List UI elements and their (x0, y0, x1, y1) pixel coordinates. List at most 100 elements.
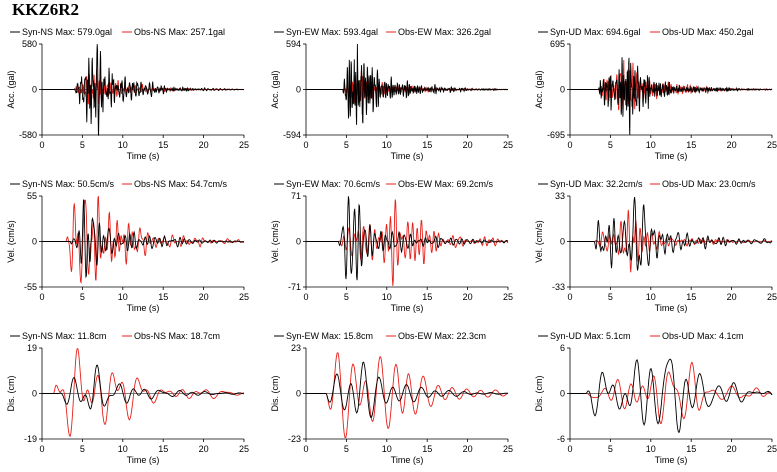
y-tick-label: 695 (550, 39, 565, 49)
y-tick-label: 0 (296, 237, 301, 247)
x-tick-label: 5 (344, 292, 349, 302)
legend-label: Obs-UD Max: 4.1cm (662, 331, 744, 341)
x-axis-label: Time (s) (391, 151, 424, 161)
series-line-syn-ns (42, 199, 245, 279)
x-tick-label: 20 (727, 140, 737, 150)
x-tick-label: 15 (158, 140, 168, 150)
x-tick-label: 20 (727, 444, 737, 454)
series-line-syn-ud (570, 358, 773, 433)
legend-label: Obs-EW Max: 69.2cm/s (398, 179, 494, 189)
x-tick-label: 25 (503, 140, 513, 150)
x-axis-label: Time (s) (655, 455, 688, 465)
y-tick-label: 0 (296, 389, 301, 399)
x-tick-label: 0 (567, 140, 572, 150)
y-tick-label: 0 (560, 85, 565, 95)
x-tick-label: 5 (608, 292, 613, 302)
x-tick-label: 20 (463, 444, 473, 454)
y-axis-label: Vel. (cm/s) (270, 220, 280, 263)
x-tick-label: 0 (303, 140, 308, 150)
x-tick-label: 10 (118, 292, 128, 302)
x-tick-label: 0 (303, 292, 308, 302)
x-tick-label: 0 (39, 444, 44, 454)
y-tick-label: -594 (283, 130, 301, 140)
x-tick-label: 0 (39, 292, 44, 302)
legend-label: Obs-EW Max: 326.2gal (398, 27, 491, 37)
x-tick-label: 25 (239, 292, 249, 302)
y-tick-label: 0 (32, 237, 37, 247)
legend-label: Syn-EW Max: 15.8cm (286, 331, 373, 341)
panel-dis-ns: Syn-NS Max: 11.8cm Obs-NS Max: 18.7cm190-… (6, 331, 249, 465)
x-tick-label: 5 (80, 444, 85, 454)
x-tick-label: 25 (503, 444, 513, 454)
x-tick-label: 10 (646, 140, 656, 150)
x-tick-label: 25 (767, 292, 777, 302)
x-axis-label: Time (s) (127, 455, 160, 465)
y-tick-label: -71 (288, 282, 301, 292)
x-tick-label: 15 (422, 292, 432, 302)
x-tick-label: 5 (344, 444, 349, 454)
x-tick-label: 20 (463, 140, 473, 150)
panel-vel-ns: Syn-NS Max: 50.5cm/s Obs-NS Max: 54.7cm/s… (6, 179, 249, 313)
series-line-obs-ns (42, 348, 245, 438)
x-tick-label: 15 (686, 140, 696, 150)
x-tick-label: 15 (686, 444, 696, 454)
series-line-obs-ud (570, 361, 773, 424)
x-tick-label: 20 (199, 140, 209, 150)
x-tick-label: 5 (608, 140, 613, 150)
y-tick-label: -33 (552, 282, 565, 292)
legend-label: Syn-NS Max: 50.5cm/s (22, 179, 115, 189)
legend-label: Obs-NS Max: 54.7cm/s (134, 179, 228, 189)
y-tick-label: 0 (32, 389, 37, 399)
legend-label: Obs-EW Max: 22.3cm (398, 331, 486, 341)
x-tick-label: 15 (158, 292, 168, 302)
y-tick-label: -23 (288, 434, 301, 444)
legend-label: Obs-UD Max: 450.2gal (662, 27, 754, 37)
x-tick-label: 20 (727, 292, 737, 302)
x-axis-label: Time (s) (391, 303, 424, 313)
legend-label: Syn-UD Max: 5.1cm (550, 331, 631, 341)
series-line-syn-ew (306, 43, 509, 125)
x-tick-label: 25 (503, 292, 513, 302)
x-axis-label: Time (s) (655, 151, 688, 161)
y-tick-label: 0 (296, 85, 301, 95)
x-tick-label: 10 (646, 292, 656, 302)
x-tick-label: 5 (608, 444, 613, 454)
y-tick-label: 71 (291, 191, 301, 201)
series-line-syn-ew (306, 196, 509, 281)
series-line-syn-ns (42, 44, 245, 137)
y-tick-label: 23 (291, 343, 301, 353)
series-line-syn-ud (570, 197, 773, 271)
x-tick-label: 0 (567, 292, 572, 302)
x-tick-label: 15 (422, 140, 432, 150)
series-line-obs-ew (306, 199, 509, 286)
panel-dis-ew: Syn-EW Max: 15.8cm Obs-EW Max: 22.3cm 23 0 -… (270, 331, 513, 465)
series-line-syn-ew (306, 361, 508, 419)
series-line-obs-ns (42, 196, 245, 284)
legend-label: Syn-NS Max: 579.0gal (22, 27, 112, 37)
series-line-syn-ns (42, 364, 245, 410)
x-tick-label: 10 (382, 444, 392, 454)
y-tick-label: 0 (560, 389, 565, 399)
x-tick-label: 5 (80, 140, 85, 150)
legend-label: Syn-EW Max: 70.6cm/s (286, 179, 381, 189)
x-tick-label: 15 (158, 444, 168, 454)
x-tick-label: 10 (382, 140, 392, 150)
y-tick-label: -580 (19, 130, 37, 140)
y-tick-label: 0 (32, 85, 37, 95)
x-tick-label: 5 (344, 140, 349, 150)
legend-label: Syn-UD Max: 32.2cm/s (550, 179, 643, 189)
y-tick-label: 55 (27, 191, 37, 201)
x-tick-label: 25 (239, 444, 249, 454)
y-tick-label: 33 (555, 191, 565, 201)
panel-vel-ud: Syn-UD Max: 32.2cm/s Obs-UD Max: 23.0cm/s… (534, 179, 777, 313)
y-axis-label: Acc. (gal) (6, 70, 16, 108)
x-tick-label: 10 (646, 444, 656, 454)
y-tick-label: -695 (547, 130, 565, 140)
legend-label: Syn-NS Max: 11.8cm (22, 331, 106, 341)
y-tick-label: -6 (557, 434, 565, 444)
x-tick-label: 10 (118, 140, 128, 150)
x-tick-label: 0 (567, 444, 572, 454)
y-tick-label: 6 (560, 343, 565, 353)
series-line-obs-ew (306, 352, 509, 439)
x-tick-label: 10 (382, 292, 392, 302)
